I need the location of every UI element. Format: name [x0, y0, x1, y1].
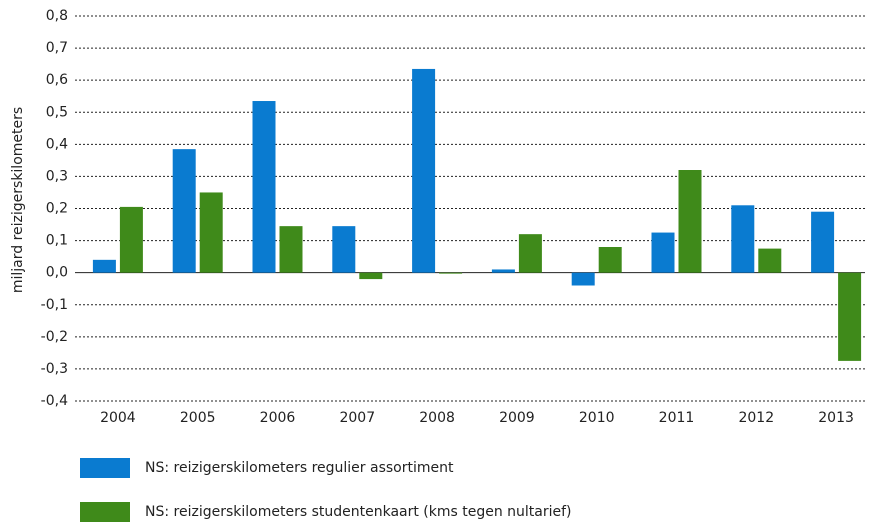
- x-tick-label: 2005: [180, 410, 216, 426]
- x-tick-label: 2007: [339, 410, 375, 426]
- x-tick-label: 2004: [100, 410, 136, 426]
- x-tick-label: 2009: [499, 410, 535, 426]
- y-tick-label: 0,1: [46, 233, 68, 249]
- bar: [119, 206, 143, 273]
- y-tick-label: 0,8: [46, 8, 68, 24]
- bar: [92, 259, 116, 273]
- bar: [172, 149, 196, 273]
- legend-label: NS: reizigerskilometers studentenkaart (…: [145, 504, 572, 520]
- x-tick-label: 2012: [738, 410, 774, 426]
- y-tick-label: 0,7: [46, 40, 68, 56]
- bar: [332, 226, 356, 273]
- y-tick-label: 0,2: [46, 201, 68, 217]
- bar: [678, 170, 702, 273]
- y-tick-label: -0,4: [41, 393, 68, 409]
- bar: [412, 68, 436, 273]
- legend-swatch: [80, 502, 130, 522]
- legend-swatch: [80, 458, 130, 478]
- bar: [571, 272, 595, 286]
- y-tick-label: 0,6: [46, 72, 68, 88]
- legend-label: NS: reizigerskilometers regulier assorti…: [145, 460, 454, 476]
- x-tick-label: 2013: [818, 410, 854, 426]
- bar: [252, 101, 276, 273]
- x-tick-label: 2006: [260, 410, 296, 426]
- bar: [731, 205, 755, 273]
- bar: [758, 248, 782, 273]
- bar: [491, 269, 515, 273]
- bar: [651, 232, 675, 273]
- bar: [439, 272, 463, 274]
- y-tick-label: -0,1: [41, 297, 68, 313]
- y-tick-label: -0,2: [41, 329, 68, 345]
- y-tick-label: 0,3: [46, 168, 68, 184]
- y-tick-label: 0,4: [46, 136, 68, 152]
- bar: [838, 272, 862, 361]
- x-tick-label: 2010: [579, 410, 615, 426]
- bar: [199, 192, 223, 273]
- bar: [598, 247, 622, 273]
- bar: [279, 226, 303, 273]
- bar: [359, 272, 383, 280]
- bar: [811, 211, 835, 273]
- x-tick-label: 2011: [659, 410, 695, 426]
- y-axis-label: miljard reizigerskilometers: [10, 107, 26, 293]
- x-tick-label: 2008: [419, 410, 455, 426]
- y-tick-label: 0,0: [46, 265, 68, 281]
- y-tick-label: 0,5: [46, 104, 68, 120]
- bar: [518, 234, 542, 273]
- y-tick-label: -0,3: [41, 361, 68, 377]
